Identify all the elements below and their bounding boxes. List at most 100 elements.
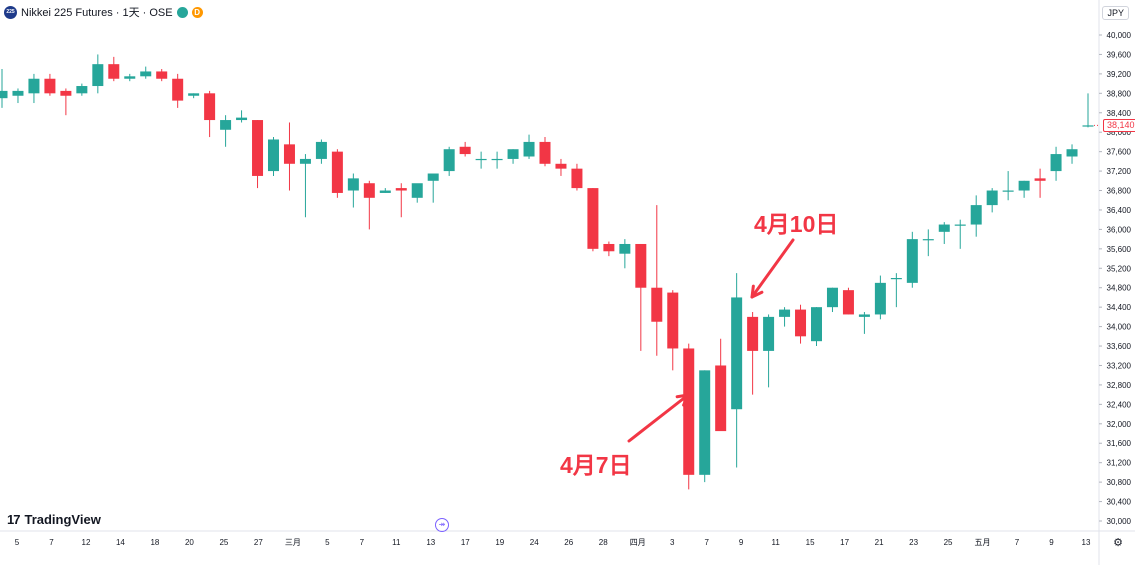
x-tick-label: 5 [325, 538, 330, 547]
candle-body [236, 117, 248, 121]
candle-body [315, 141, 327, 159]
y-tick-label: 36,800 [1107, 187, 1132, 196]
candle-body [890, 278, 902, 280]
y-tick-label: 36,000 [1107, 225, 1132, 234]
settings-icon[interactable]: ⚙ [1113, 537, 1123, 549]
x-tick-label: 7 [360, 538, 365, 547]
x-tick-label: 27 [254, 538, 263, 547]
chart-header: 225 Nikkei 225 Futures · 1天 · OSE D [4, 4, 203, 20]
y-tick-label: 39,200 [1107, 70, 1132, 79]
candle-body [795, 309, 807, 337]
y-tick-label: 34,400 [1107, 303, 1132, 312]
y-tick-label: 31,600 [1107, 439, 1132, 448]
candle-body [874, 282, 886, 315]
candle-body [555, 163, 567, 169]
y-tick-label: 32,800 [1107, 381, 1132, 390]
candle-body [571, 168, 583, 189]
x-tick-label: 7 [1015, 538, 1020, 547]
y-tick-label: 34,800 [1107, 284, 1132, 293]
x-tick-label: 12 [82, 538, 91, 547]
nikkei-logo-icon: 225 [4, 5, 17, 19]
last-price-tag: 38,140 [1103, 119, 1135, 133]
arrow-apr10-head [750, 284, 764, 299]
candle-body [60, 90, 72, 96]
market-status-icon [176, 6, 188, 18]
candle-body [747, 316, 759, 351]
candle-body [28, 78, 40, 94]
x-tick-label: 21 [875, 538, 884, 547]
candle-body [970, 205, 982, 225]
candle-body [1002, 190, 1014, 192]
x-tick-label: 五月 [975, 538, 991, 547]
y-tick-label: 33,200 [1107, 361, 1132, 370]
candle-body [411, 183, 423, 198]
currency-label[interactable]: JPY [1102, 6, 1129, 20]
delayed-data-badge: D [191, 6, 203, 18]
tradingview-logo[interactable]: 17 TradingView [7, 512, 101, 527]
x-tick-label: 18 [150, 538, 159, 547]
scroll-to-realtime-icon[interactable]: ↠ [435, 518, 449, 532]
y-tick-label: 33,600 [1107, 342, 1132, 351]
candle-body [779, 309, 791, 317]
x-tick-label: 13 [1082, 538, 1091, 547]
y-tick-label: 38,400 [1107, 109, 1132, 118]
x-tick-label: 7 [49, 538, 54, 547]
candle-body [938, 224, 950, 232]
candle-body [715, 365, 727, 432]
candle-body [427, 173, 439, 181]
candle-body [395, 188, 407, 191]
candle-body [523, 141, 535, 157]
candle-body [1018, 180, 1030, 191]
candle-body [459, 146, 471, 155]
candle-body [188, 93, 200, 96]
x-tick-label: 3 [670, 538, 675, 547]
candle-body [587, 188, 599, 249]
arrow-apr10 [750, 238, 795, 299]
candle-body [858, 314, 870, 317]
candle-body [299, 158, 311, 164]
y-tick-label: 30,400 [1107, 498, 1132, 507]
candle-body [108, 64, 120, 79]
candle-body [252, 120, 264, 176]
x-tick-label: 24 [530, 538, 539, 547]
y-tick-label: 30,800 [1107, 478, 1132, 487]
candle-body [379, 190, 391, 193]
y-tick-label: 35,200 [1107, 264, 1132, 273]
x-tick-label: 26 [564, 538, 573, 547]
candle-body [539, 141, 551, 164]
candle-body [92, 64, 104, 87]
candle-body [1066, 149, 1078, 157]
y-tick-label: 36,400 [1107, 206, 1132, 215]
x-tick-label: 15 [806, 538, 815, 547]
candle-body [619, 243, 631, 254]
candle-body [156, 71, 168, 79]
candle-body [1050, 154, 1062, 172]
candle-body [12, 90, 24, 96]
y-tick-label: 38,800 [1107, 89, 1132, 98]
candle-body [826, 287, 838, 308]
x-tick-label: 20 [185, 538, 194, 547]
candle-body [651, 287, 663, 322]
candle-body [1082, 125, 1094, 127]
annotation-apr10: 4月10日 [754, 211, 839, 237]
candle-body [204, 93, 216, 121]
x-tick-label: 14 [116, 538, 125, 547]
candle-body [763, 316, 775, 351]
candle-body [922, 239, 934, 241]
x-tick-label: 9 [1049, 538, 1054, 547]
y-tick-label: 31,200 [1107, 459, 1132, 468]
candle-body [986, 190, 998, 206]
tradingview-name: TradingView [24, 512, 101, 527]
x-tick-label: 5 [15, 538, 20, 547]
x-tick-label: 三月 [285, 538, 301, 547]
candle-body [954, 224, 966, 226]
candle-body [76, 86, 88, 94]
candle-body [475, 158, 487, 161]
y-tick-label: 30,000 [1107, 517, 1132, 526]
candle-body [811, 307, 822, 342]
x-tick-label: 9 [739, 538, 744, 547]
symbol-title[interactable]: Nikkei 225 Futures · 1天 · OSE [21, 7, 173, 19]
candle-body [363, 183, 375, 198]
candle-body [347, 178, 359, 191]
